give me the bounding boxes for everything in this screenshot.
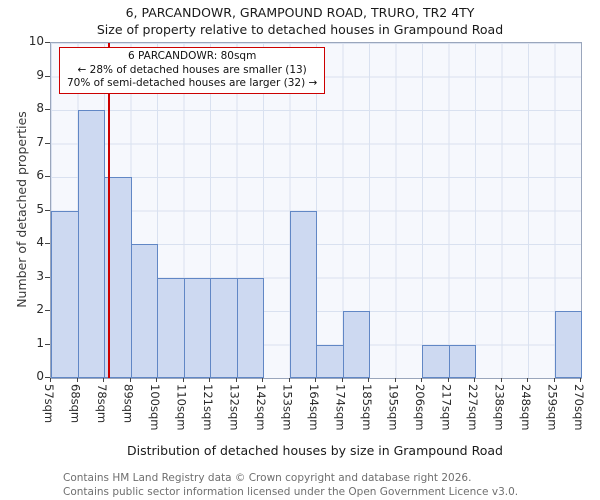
y-tick-label-6: 6 (36, 168, 44, 182)
x-tick-label-195sqm: 195sqm (386, 384, 401, 431)
x-tick-mark (103, 378, 104, 382)
bar-121sqm (210, 277, 238, 378)
y-tick-mark (45, 243, 50, 244)
x-tick-mark (50, 378, 51, 382)
x-tick-label-270sqm: 270sqm (572, 384, 586, 431)
footer-line1: Contains HM Land Registry data © Crown c… (63, 472, 472, 484)
y-tick-label-1: 1 (36, 335, 44, 350)
y-tick-label-2: 2 (36, 302, 44, 316)
x-tick-mark (129, 378, 131, 382)
annotation-box: 6 PARCANDOWR: 80sqm ← 28% of detached ho… (59, 47, 326, 94)
x-tick-mark (527, 378, 528, 382)
bar-57sqm (51, 210, 79, 378)
y-tick-label-7: 7 (36, 134, 44, 149)
x-tick-mark (474, 378, 475, 382)
y-tick-label-5: 5 (36, 201, 44, 216)
x-tick-label-110sqm: 110sqm (174, 384, 189, 431)
bar-174sqm (342, 311, 370, 378)
x-tick-label-217sqm: 217sqm (439, 384, 454, 431)
bar-89sqm (130, 244, 158, 378)
x-tick-label-206sqm: 206sqm (413, 384, 427, 431)
chart-subtitle: Size of property relative to detached ho… (96, 22, 504, 37)
x-tick-mark (288, 378, 290, 382)
footer: Contains HM Land Registry data © Crown c… (63, 471, 518, 499)
bar-132sqm (236, 277, 264, 378)
x-tick-mark (368, 378, 369, 382)
x-tick-label-174sqm: 174sqm (333, 384, 348, 431)
x-tick-label-185sqm: 185sqm (360, 384, 374, 431)
y-tick-label-0: 0 (36, 369, 44, 383)
annotation-line2: ← 28% of detached houses are smaller (13… (77, 63, 307, 76)
bar-206sqm (422, 344, 450, 378)
y-tick-mark (45, 276, 50, 278)
annotation-line3: 70% of semi-detached houses are larger (… (67, 77, 318, 90)
x-tick-mark (421, 378, 422, 382)
x-tick-mark (182, 378, 184, 382)
x-tick-label-248sqm: 248sqm (519, 384, 533, 431)
bar-259sqm (554, 311, 582, 378)
x-tick-mark (235, 378, 237, 382)
y-tick-mark (45, 343, 50, 345)
y-tick-label-8: 8 (36, 101, 44, 115)
x-tick-mark (394, 378, 396, 382)
bar-153sqm (289, 210, 317, 378)
x-tick-label-227sqm: 227sqm (466, 384, 480, 431)
y-tick-mark (45, 377, 50, 378)
x-axis-label: Distribution of detached houses by size … (127, 443, 503, 458)
x-tick-mark (447, 378, 449, 382)
x-tick-label-57sqm: 57sqm (42, 384, 56, 424)
x-tick-label-238sqm: 238sqm (492, 384, 507, 431)
bar-164sqm (316, 344, 344, 378)
x-tick-label-153sqm: 153sqm (280, 384, 295, 431)
y-tick-mark (45, 310, 50, 311)
y-tick-mark (45, 176, 50, 177)
x-tick-label-132sqm: 132sqm (227, 384, 242, 431)
x-tick-mark (315, 378, 316, 382)
x-tick-mark (341, 378, 343, 382)
x-tick-label-259sqm: 259sqm (545, 384, 560, 431)
y-tick-label-4: 4 (36, 235, 44, 249)
x-tick-mark (76, 378, 78, 382)
chart-title: 6, PARCANDOWR, GRAMPOUND ROAD, TRURO, TR… (125, 5, 475, 20)
y-tick-label-3: 3 (36, 268, 44, 283)
bar-68sqm (77, 110, 105, 378)
x-tick-mark (209, 378, 210, 382)
bar-100sqm (157, 277, 185, 378)
y-tick-label-10: 10 (28, 34, 44, 48)
x-tick-mark (262, 378, 263, 382)
marker-line (107, 43, 110, 378)
x-tick-mark (580, 378, 581, 382)
y-tick-mark (45, 209, 50, 211)
x-tick-label-100sqm: 100sqm (148, 384, 162, 431)
x-tick-label-121sqm: 121sqm (201, 384, 215, 431)
x-tick-mark (156, 378, 157, 382)
bar-217sqm (448, 344, 476, 378)
bar-110sqm (183, 277, 211, 378)
y-tick-mark (45, 75, 50, 77)
x-tick-label-164sqm: 164sqm (307, 384, 321, 431)
annotation-line1: 6 PARCANDOWR: 80sqm (128, 50, 257, 62)
x-tick-mark (553, 378, 555, 382)
plot-area: 6 PARCANDOWR: 80sqm ← 28% of detached ho… (50, 42, 582, 379)
x-tick-label-142sqm: 142sqm (254, 384, 268, 431)
y-tick-mark (45, 142, 50, 144)
footer-line2: Contains public sector information licen… (63, 486, 519, 499)
x-tick-mark (500, 378, 502, 382)
x-tick-label-78sqm: 78sqm (95, 384, 109, 424)
x-tick-label-89sqm: 89sqm (121, 384, 136, 424)
y-tick-label-9: 9 (36, 67, 44, 82)
y-tick-mark (45, 109, 50, 110)
x-tick-label-68sqm: 68sqm (68, 384, 83, 424)
y-tick-mark (45, 42, 50, 43)
